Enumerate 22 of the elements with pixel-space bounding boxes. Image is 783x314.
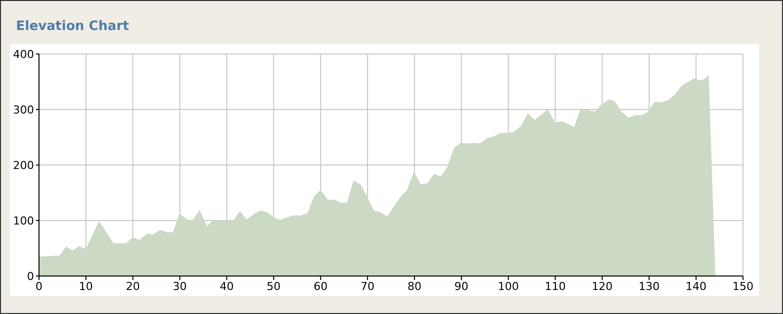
x-tick-label: 140 (686, 280, 707, 293)
y-tick-label: 300 (13, 103, 34, 116)
x-tick-label: 30 (172, 280, 187, 293)
x-tick-label: 80 (407, 280, 422, 293)
x-tick-label: 150 (732, 280, 754, 293)
y-tick-label: 200 (13, 158, 34, 172)
chart-title: Elevation Chart (16, 19, 129, 34)
x-tick-label: 120 (592, 280, 613, 293)
x-tick-label: 0 (36, 280, 42, 293)
x-tick-label: 100 (498, 280, 519, 293)
x-tick-label: 60 (314, 280, 328, 293)
x-tick-label: 50 (266, 280, 281, 293)
x-tick-label: 90 (454, 280, 468, 293)
y-tick-label: 400 (13, 48, 34, 61)
x-tick-label: 20 (126, 280, 140, 293)
x-tick-label: 70 (360, 280, 375, 293)
y-tick-label: 100 (13, 214, 34, 228)
x-tick-label: 110 (544, 280, 566, 293)
x-tick-label: 40 (220, 280, 234, 293)
y-tick-label: 0 (27, 270, 34, 283)
x-tick-label: 10 (78, 280, 93, 293)
x-tick-label: 130 (638, 280, 660, 293)
